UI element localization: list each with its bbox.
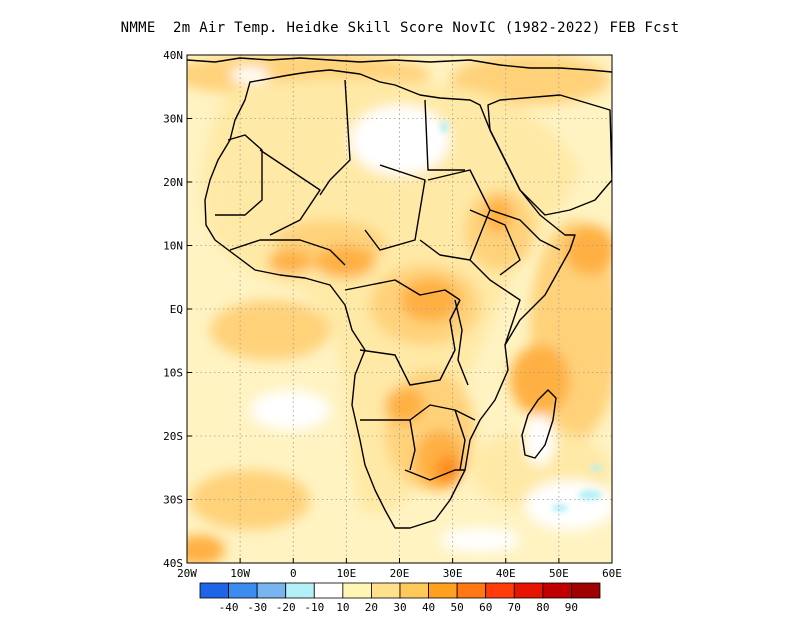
negative-skill-patch bbox=[590, 465, 602, 471]
colorbar-box bbox=[428, 582, 458, 599]
skill-patch bbox=[315, 246, 375, 278]
longitude-label: 20W bbox=[177, 567, 197, 580]
longitude-label: 20E bbox=[390, 567, 410, 580]
colorbar-label: 70 bbox=[508, 601, 521, 614]
colorbar-box bbox=[571, 582, 601, 599]
border-lakes bbox=[454, 299, 469, 386]
colorbar-box bbox=[285, 582, 315, 599]
graticule bbox=[187, 55, 612, 563]
colorbar-label: 40 bbox=[422, 601, 435, 614]
longitude-label: 0 bbox=[290, 567, 297, 580]
colorbar-label: -30 bbox=[247, 601, 267, 614]
skill-patch bbox=[210, 300, 330, 360]
latitude-label: 20N bbox=[163, 176, 183, 189]
border-sudan bbox=[419, 169, 491, 261]
latitude-label: EQ bbox=[170, 303, 183, 316]
colorbar-label: -20 bbox=[276, 601, 296, 614]
border-east bbox=[469, 259, 521, 346]
map-title: NMME 2m Air Temp. Heidke Skill Score Nov… bbox=[120, 20, 680, 36]
longitude-label: 30E bbox=[443, 567, 463, 580]
colorbar-label: 30 bbox=[393, 601, 406, 614]
colorbar-label: -40 bbox=[219, 601, 239, 614]
colorbar-label: 20 bbox=[365, 601, 378, 614]
colorbar-label: 90 bbox=[565, 601, 578, 614]
colorbar-box bbox=[256, 582, 287, 599]
skill-patch bbox=[484, 197, 512, 233]
colorbar-box bbox=[342, 582, 372, 599]
colorbar-boxes bbox=[199, 582, 601, 599]
border-mali bbox=[259, 149, 321, 236]
longitude-label: 10E bbox=[336, 567, 356, 580]
border-libya-egypt bbox=[424, 99, 465, 171]
europe-coastline bbox=[187, 57, 612, 73]
border-horn bbox=[489, 209, 561, 251]
skill-patch bbox=[565, 225, 612, 275]
colorbar-box bbox=[313, 582, 344, 599]
country-borders bbox=[187, 57, 612, 529]
skill-patch bbox=[190, 470, 310, 530]
skill-patch bbox=[268, 250, 312, 274]
colorbar-label: 10 bbox=[336, 601, 349, 614]
border-central bbox=[344, 279, 461, 301]
colorbar-box bbox=[542, 582, 572, 599]
skill-patch bbox=[187, 535, 225, 563]
latitude-labels: 40N 30N 20N 10N EQ 10S 20S 30S 40S bbox=[163, 49, 192, 570]
longitude-labels: 20W 10W 0 10E 20E 30E 40E 50E 60E bbox=[177, 558, 622, 580]
border-algeria-libya bbox=[319, 79, 351, 196]
longitude-label: 40E bbox=[496, 567, 516, 580]
colorbar-box bbox=[485, 582, 515, 599]
colorbar-label: 80 bbox=[536, 601, 549, 614]
colorbar-box bbox=[399, 582, 429, 599]
longitude-label: 50E bbox=[549, 567, 569, 580]
border-mozambique bbox=[454, 409, 466, 471]
longitude-label: 60E bbox=[602, 567, 622, 580]
border-angola-namibia bbox=[360, 419, 416, 471]
low-skill-area bbox=[350, 105, 450, 175]
africa-coastline bbox=[204, 69, 576, 529]
border-west-africa bbox=[229, 239, 346, 266]
skill-patch bbox=[385, 387, 425, 423]
colorbar-label: 60 bbox=[479, 601, 492, 614]
skill-patch bbox=[450, 55, 610, 105]
colorbar-box bbox=[456, 582, 487, 599]
border-drc bbox=[359, 299, 461, 386]
colorbar-box bbox=[371, 582, 401, 599]
border-mauritania bbox=[215, 134, 263, 216]
colorbar-label: 50 bbox=[451, 601, 464, 614]
latitude-label: 10S bbox=[163, 367, 183, 380]
latitude-label: 10N bbox=[163, 240, 183, 253]
border-niger-chad bbox=[364, 164, 426, 251]
skill-patch bbox=[436, 456, 460, 484]
low-skill-area bbox=[525, 415, 555, 465]
border-southern bbox=[409, 404, 476, 421]
low-skill-area bbox=[440, 528, 520, 552]
border-ethiopia bbox=[469, 209, 521, 276]
longitude-label: 10W bbox=[230, 567, 250, 580]
latitude-label: 30N bbox=[163, 113, 183, 126]
negative-skill-patch bbox=[578, 490, 602, 500]
colorbar-box bbox=[513, 582, 544, 599]
latitude-label: 40N bbox=[163, 49, 183, 62]
latitude-label: 20S bbox=[163, 430, 183, 443]
negative-skill-patch bbox=[440, 121, 448, 133]
skill-patch bbox=[400, 278, 460, 322]
latitude-label: 40S bbox=[163, 557, 183, 570]
colorbar-box bbox=[199, 582, 229, 599]
colorbar-box bbox=[228, 582, 258, 599]
colorbar-label: -10 bbox=[304, 601, 324, 614]
low-skill-area bbox=[250, 390, 330, 430]
negative-skill-patch bbox=[552, 504, 568, 512]
arabia-coastline bbox=[487, 94, 612, 216]
colorbar-labels: -40 -30 -20 -10 10 20 30 40 50 60 70 80 90 bbox=[219, 601, 578, 614]
latitude-label: 30S bbox=[163, 494, 183, 507]
madagascar-coastline bbox=[521, 389, 557, 459]
